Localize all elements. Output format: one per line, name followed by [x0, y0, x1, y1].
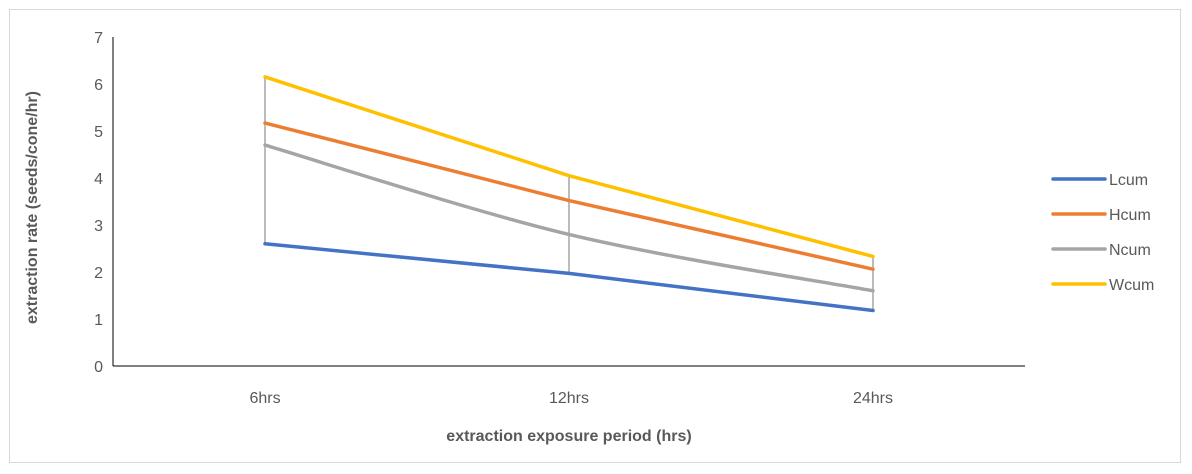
y-tick-label: 1 — [94, 312, 103, 329]
legend-item-wcum: Wcum — [1051, 277, 1154, 294]
legend-item-ncum: Ncum — [1051, 242, 1151, 259]
series-line-lcum — [263, 242, 875, 313]
legend: Lcum Hcum Ncum Wcum — [1051, 172, 1154, 294]
y-axis-title: extraction rate (seeds/cone/hr) — [24, 91, 41, 324]
x-tick-label: 12hrs — [549, 390, 589, 407]
series-line-ncum — [263, 143, 875, 293]
legend-item-hcum: Hcum — [1051, 207, 1151, 224]
axes — [112, 37, 1025, 367]
y-tick-label: 2 — [94, 265, 103, 282]
legend-label: Hcum — [1109, 207, 1151, 224]
series-line-hcum — [263, 121, 875, 271]
series-lines — [263, 75, 875, 313]
legend-item-lcum: Lcum — [1051, 172, 1148, 189]
legend-label: Lcum — [1109, 172, 1148, 189]
y-tick-label: 5 — [94, 124, 103, 141]
chart-frame — [9, 9, 1181, 463]
y-tick-labels: 0 1 2 3 4 5 6 7 — [94, 30, 103, 376]
series-line-wcum — [263, 75, 875, 259]
high-low-lines — [264, 76, 874, 311]
y-tick-label: 7 — [94, 30, 103, 47]
legend-label: Ncum — [1109, 242, 1151, 259]
x-tick-label: 24hrs — [853, 390, 893, 407]
y-tick-label: 4 — [94, 171, 103, 188]
y-tick-label: 0 — [94, 359, 103, 376]
legend-label: Wcum — [1109, 277, 1154, 294]
x-tick-labels: 6hrs 12hrs 24hrs — [249, 390, 893, 407]
y-tick-label: 6 — [94, 77, 103, 94]
x-axis-title: extraction exposure period (hrs) — [446, 428, 691, 445]
x-tick-label: 6hrs — [249, 390, 280, 407]
y-tick-label: 3 — [94, 218, 103, 235]
